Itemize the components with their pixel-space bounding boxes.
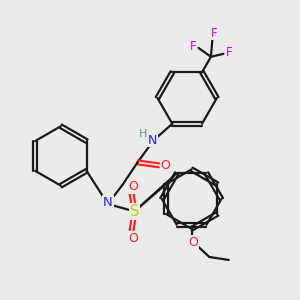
Text: O: O — [128, 180, 138, 193]
Text: F: F — [190, 40, 196, 53]
Text: F: F — [226, 46, 232, 59]
Text: S: S — [130, 204, 139, 219]
Text: H: H — [138, 128, 147, 139]
Text: O: O — [160, 159, 170, 172]
Text: N: N — [103, 196, 113, 209]
Text: F: F — [211, 26, 217, 40]
Text: N: N — [148, 134, 157, 147]
Text: O: O — [188, 236, 198, 249]
Text: O: O — [128, 232, 138, 245]
